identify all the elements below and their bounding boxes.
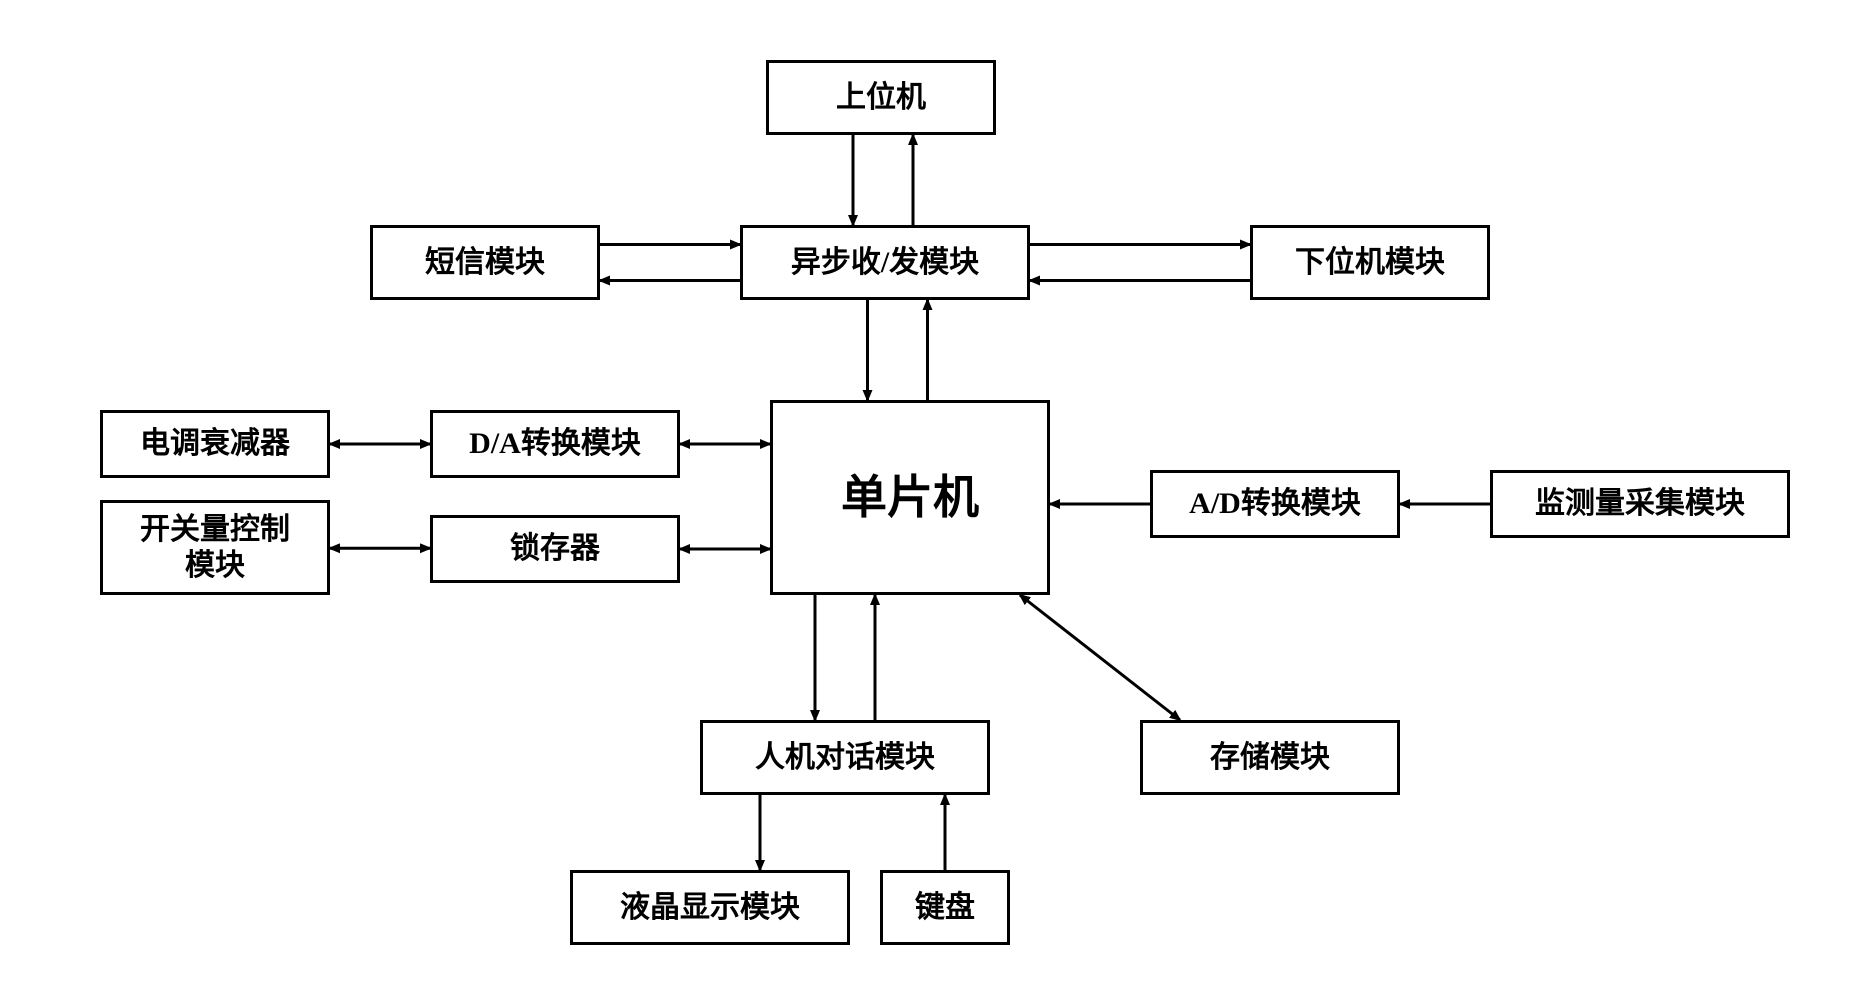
node-mcu: 单片机 <box>770 400 1050 595</box>
node-label: 开关量控制 模块 <box>140 512 290 584</box>
node-label: 监测量采集模块 <box>1535 486 1745 522</box>
node-upper_pc: 上位机 <box>766 60 996 135</box>
node-latch: 锁存器 <box>430 515 680 583</box>
node-sms: 短信模块 <box>370 225 600 300</box>
node-keyboard: 键盘 <box>880 870 1010 945</box>
node-label: 单片机 <box>841 470 979 525</box>
node-da: D/A转换模块 <box>430 410 680 478</box>
node-label: D/A转换模块 <box>469 426 641 462</box>
node-label: 短信模块 <box>425 245 545 281</box>
node-storage: 存储模块 <box>1140 720 1400 795</box>
node-lcd: 液晶显示模块 <box>570 870 850 945</box>
node-switch: 开关量控制 模块 <box>100 500 330 595</box>
node-label: 键盘 <box>915 890 975 926</box>
node-label: 异步收/发模块 <box>791 245 979 281</box>
node-attenuator: 电调衰减器 <box>100 410 330 478</box>
node-label: 锁存器 <box>510 531 600 567</box>
node-ad: A/D转换模块 <box>1150 470 1400 538</box>
node-label: 人机对话模块 <box>755 740 935 776</box>
node-label: A/D转换模块 <box>1189 486 1361 522</box>
node-label: 下位机模块 <box>1295 245 1445 281</box>
node-label: 上位机 <box>836 80 926 116</box>
node-label: 电调衰减器 <box>140 426 290 462</box>
node-monitor: 监测量采集模块 <box>1490 470 1790 538</box>
node-lower_pc: 下位机模块 <box>1250 225 1490 300</box>
node-label: 存储模块 <box>1210 740 1330 776</box>
node-async: 异步收/发模块 <box>740 225 1030 300</box>
node-label: 液晶显示模块 <box>620 890 800 926</box>
node-hmi: 人机对话模块 <box>700 720 990 795</box>
